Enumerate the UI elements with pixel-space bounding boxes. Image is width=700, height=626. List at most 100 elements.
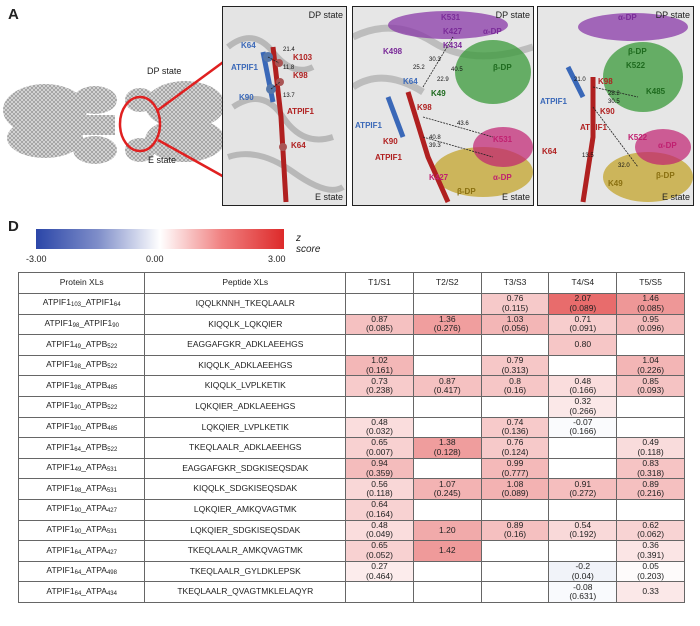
table-row: ATPIF164_ATPB522 TKEQLAALR_ADKLAEEHGS 0.65…: [17, 437, 685, 459]
b-distance-6: 40.8: [429, 135, 441, 141]
b-label-k49: K49: [431, 89, 446, 98]
p-value: (0.216): [637, 488, 665, 499]
p-value: (0.093): [637, 385, 665, 396]
panel-b-image: DP state E state K531 K498 K427 α-DP K43…: [352, 6, 534, 206]
c-distance-4: 13.5: [582, 153, 594, 159]
zscore-cell: 2.07 (0.089): [548, 293, 618, 315]
zscore-value: 0.94: [371, 458, 388, 469]
p-value: (0.192): [569, 529, 597, 540]
peptide-xl-cell: LQKQIER_LVPLKETIK: [144, 416, 347, 439]
zscore-cell: 0.89 (0.16): [480, 519, 550, 542]
zscore-value: 0.49: [642, 437, 659, 448]
zscore-cell: 0.27 (0.464): [345, 560, 414, 583]
zoom-a-label-k64-bottom: K64: [291, 141, 306, 150]
zscore-cell: [345, 581, 414, 603]
header-t5s5: T5/S5: [616, 272, 685, 294]
p-value: (0.245): [433, 488, 461, 499]
zoom-a-label-k64-top: K64: [241, 41, 256, 50]
table-row: ATPIF198_ATPIF190 KIQQLK_LQKQIER 0.87 (0.08…: [17, 313, 685, 336]
p-value: (0.318): [637, 467, 665, 478]
zscore-value: 0.89: [642, 478, 659, 489]
p-value: (0.238): [366, 385, 393, 396]
p-value: (0.631): [569, 591, 597, 602]
overview-dp-label: DP state: [147, 66, 182, 76]
protein-xl-cell: ATPIF190_ATPA427: [17, 498, 146, 521]
p-value: (0.359): [366, 467, 393, 478]
zscore-cell: [548, 437, 618, 459]
zscore-value: 0.76: [506, 293, 524, 304]
protein-xl-cell: ATPIF190_ATPA531: [17, 519, 146, 542]
zscore-value: 0.54: [574, 519, 592, 530]
p-value: (0.16): [503, 529, 527, 540]
b-label-beta-dp-top: β-DP: [493, 63, 512, 72]
zscore-value: 0.99: [506, 458, 524, 469]
c-distance-1: 21.0: [574, 77, 586, 83]
overview-structure: [0, 58, 230, 190]
zscore-cell: [412, 354, 482, 377]
b-label-k64: K64: [403, 77, 418, 86]
peptide-xl-cell: KIQQLK_LVPLKETIK: [144, 375, 347, 397]
p-value: (0.052): [366, 549, 393, 560]
peptide-xl-cell: TKEQLAALR_ADKLAEEHGS: [144, 437, 347, 459]
zscore-cell: [412, 293, 482, 315]
zscore-cell: [345, 293, 414, 315]
overview-e-label: E state: [148, 155, 177, 165]
zscore-cell: 0.74 (0.136): [480, 416, 550, 439]
zscore-cell: 0.32 (0.266): [548, 395, 618, 418]
zscore-value: 1.42: [439, 545, 456, 556]
c-label-beta-dp-top: β-DP: [628, 47, 647, 56]
zscore-value: 0.36: [642, 540, 659, 551]
p-value: (0.276): [433, 323, 461, 334]
b-label-k498: K498: [383, 47, 403, 56]
zscore-cell: 1.07 (0.245): [412, 478, 482, 500]
p-value: (0.272): [569, 488, 597, 499]
header-t3s3: T3/S3: [480, 272, 550, 294]
c-label-atpif1-red: ATPIF1: [580, 123, 607, 132]
p-value: (0.136): [501, 426, 529, 437]
p-value: (0.128): [433, 446, 461, 457]
zscore-value: 0.95: [642, 313, 659, 324]
header-t4s4: T4/S4: [548, 272, 618, 294]
zscore-cell: [412, 416, 482, 439]
protein-xl-cell: ATPIF198_ATPB485: [17, 375, 146, 397]
zscore-value: 0.56: [371, 478, 388, 489]
b-label-k434: K434: [443, 41, 463, 50]
p-value: (0.16): [503, 385, 527, 396]
peptide-xl-cell: LQKQIER_SDGKISEQSDAK: [144, 519, 347, 542]
zscore-cell: 0.54 (0.192): [548, 519, 618, 542]
zscore-cell: 1.38 (0.128): [412, 437, 482, 459]
zscore-cell: 0.76 (0.115): [480, 293, 550, 315]
zscore-value: -0.2: [575, 561, 591, 571]
c-label-beta-dp-bottom: β-DP: [656, 171, 675, 180]
zoom-a-label-atpif1-blue: ATPIF1: [231, 63, 258, 72]
zscore-cell: 0.33: [616, 581, 685, 603]
zscore-cell: 0.8 (0.16): [480, 375, 550, 397]
peptide-xl-cell: TKEQLAALR_QVAGTMKLELAQYR: [144, 581, 347, 603]
zscore-value: 0.83: [642, 458, 659, 469]
table-row: ATPIF190_ATPA531 LQKQIER_SDGKISEQSDAK 0.48…: [17, 519, 685, 542]
b-distance-7: 39.3: [429, 143, 441, 149]
zscore-cell: 1.08 (0.089): [480, 478, 550, 500]
zscore-cell: [616, 498, 685, 521]
zscore-cell: [412, 395, 482, 418]
zscore-value: 0.32: [574, 396, 592, 407]
table-row: ATPIF1103_ATPIF164 IQQLKNNH_TKEQLAALR 0.76…: [17, 293, 685, 315]
zscore-cell: 0.56 (0.118): [345, 478, 414, 500]
zscore-value: 0.73: [371, 375, 388, 386]
zscore-cell: [548, 354, 618, 377]
zscore-value: 0.71: [574, 313, 592, 324]
b-label-alpha-dp-bottom: α-DP: [493, 173, 512, 182]
c-label-k522-top: K522: [626, 61, 646, 70]
zscore-cell: [548, 457, 618, 480]
p-value: (0.777): [501, 467, 529, 478]
zscore-cell: 0.48 (0.049): [345, 519, 414, 542]
protein-xl-cell: ATPIF190_ATPB485: [17, 416, 146, 439]
table-row: ATPIF198_ATPB522 KIQQLK_ADKLAEEHGS 1.02 (0.…: [17, 354, 685, 377]
p-value: (0.391): [637, 549, 665, 560]
zscore-cell: 0.05 (0.203): [616, 560, 685, 583]
zscore-cell: 0.91 (0.272): [548, 478, 618, 500]
header-peptide: Peptide XLs: [144, 272, 347, 294]
zoom-a-distance-2: 11.8: [283, 65, 295, 71]
zscore-cell: [480, 334, 550, 356]
b-label-k98: K98: [417, 103, 432, 112]
